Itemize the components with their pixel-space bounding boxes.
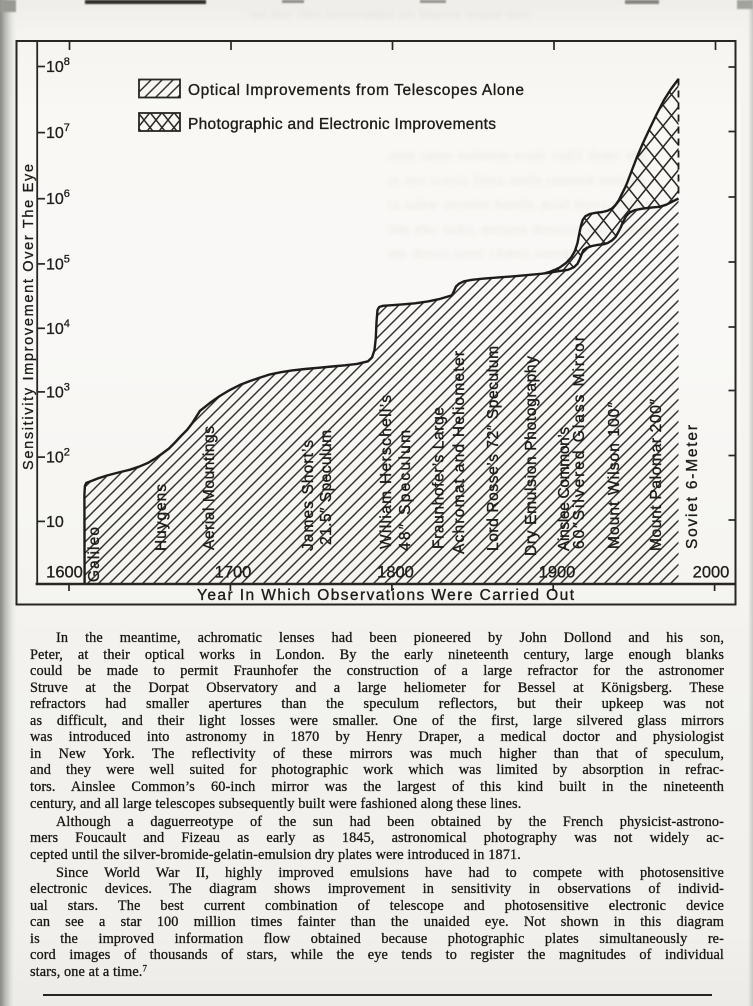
svg-text:48″ Speculum: 48″ Speculum	[397, 430, 414, 551]
svg-text:2000: 2000	[693, 564, 730, 582]
svg-text:Photographic and Electronic Im: Photographic and Electronic Improvements	[188, 116, 496, 133]
svg-text:Ainslee Common’s: Ainslee Common’s	[556, 427, 573, 551]
svg-text:21.5″ Speculum: 21.5″ Speculum	[318, 430, 335, 545]
svg-text:Achromat and Heliometer: Achromat and Heliometer	[451, 351, 468, 554]
svg-text:Aerial Mountings: Aerial Mountings	[201, 426, 218, 550]
svg-text:60″Silvered Glass Mirror: 60″Silvered Glass Mirror	[571, 336, 588, 549]
svg-text:Fraunhofer’s Large: Fraunhofer’s Large	[431, 407, 448, 549]
svg-text:William Herschell’s: William Herschell’s	[378, 395, 395, 549]
svg-text:10: 10	[46, 514, 64, 531]
svg-text:103: 103	[46, 381, 70, 401]
svg-text:105: 105	[46, 253, 70, 273]
svg-text:Year In Which Observations Wer: Year In Which Observations Were Carried …	[197, 587, 575, 604]
svg-text:James Short’s: James Short’s	[300, 440, 317, 551]
svg-text:Mount Wilson 100″: Mount Wilson 100″	[606, 402, 623, 550]
svg-text:1900: 1900	[539, 564, 576, 582]
svg-text:1600: 1600	[46, 564, 83, 582]
svg-text:Optical Improvements from Tele: Optical Improvements from Telescopes Alo…	[188, 82, 524, 99]
svg-text:104: 104	[46, 318, 70, 338]
svg-text:Huygens: Huygens	[153, 484, 170, 551]
svg-text:1800: 1800	[377, 564, 414, 582]
svg-text:1700: 1700	[215, 564, 252, 582]
svg-text:Mount Palomar 200″: Mount Palomar 200″	[648, 399, 665, 552]
svg-text:107: 107	[46, 122, 70, 142]
svg-text:108: 108	[46, 56, 70, 76]
svg-text:106: 106	[46, 188, 70, 208]
svg-text:102: 102	[46, 447, 70, 467]
svg-text:Sensitivity Improvement Over T: Sensitivity Improvement Over The Eye	[21, 164, 37, 470]
svg-text:Lord Rosse’s 72″ Speculum: Lord Rosse’s 72″ Speculum	[485, 346, 502, 551]
svg-text:Dry Emulsion Photography: Dry Emulsion Photography	[523, 356, 540, 556]
svg-text:Galileo: Galileo	[86, 527, 103, 582]
svg-text:Soviet 6-Meter: Soviet 6-Meter	[684, 425, 701, 549]
